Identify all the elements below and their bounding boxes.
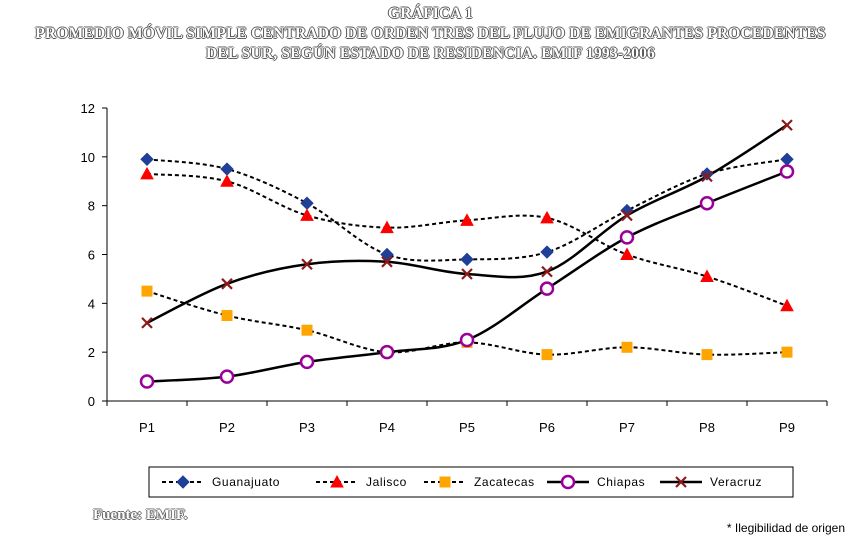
data-point-zacatecas [701, 349, 713, 361]
y-tick-label: 6 [88, 248, 95, 263]
legend-marker-jalisco [330, 474, 344, 488]
marker-stroke [301, 258, 313, 271]
data-point-veracruz [141, 317, 153, 329]
data-point-veracruz [701, 170, 713, 183]
data-point-veracruz [221, 278, 233, 290]
x-tick-label: P9 [779, 420, 795, 435]
illegibility-note: * Ilegibilidad de origen [726, 521, 845, 535]
legend-marker-veracruz [675, 476, 687, 488]
legend-marker-guanajuato [176, 475, 190, 489]
y-tick-label: 0 [88, 394, 95, 409]
y-tick-label: 12 [81, 101, 95, 116]
x-tick-label: P1 [139, 420, 155, 435]
data-point-jalisco [460, 213, 474, 226]
data-point-guanajuato [780, 152, 794, 166]
series-line-chiapas [146, 170, 788, 383]
data-point-jalisco [540, 210, 554, 224]
data-point-jalisco [140, 166, 154, 180]
marker-stroke [221, 278, 233, 290]
marker-stroke [541, 265, 553, 278]
data-point-jalisco [380, 220, 394, 234]
data-point-chiapas [699, 195, 715, 211]
data-point-veracruz [461, 268, 473, 280]
source-note: Fuente: EMIF. [93, 507, 188, 523]
y-tick-label: 4 [88, 296, 95, 311]
title-line-2: PROMEDIO MÓVIL SIMPLE CENTRADO DE ORDEN … [35, 25, 826, 42]
y-tick-label: 10 [81, 150, 95, 165]
marker-stroke [381, 256, 393, 268]
data-point-jalisco [700, 269, 714, 282]
chart-title: GRÁFICA 1 PROMEDIO MÓVIL SIMPLE CENTRADO… [0, 4, 861, 64]
data-point-veracruz [781, 119, 793, 131]
title-line-1: GRÁFICA 1 [388, 5, 473, 22]
data-point-guanajuato [220, 162, 234, 176]
x-tick-label: P5 [459, 420, 475, 435]
data-point-guanajuato [140, 152, 154, 166]
data-point-guanajuato [460, 252, 474, 267]
data-point-chiapas [139, 374, 155, 389]
legend-label-chiapas: Chiapas [597, 475, 645, 489]
data-point-chiapas [379, 344, 395, 360]
marker-stroke [675, 476, 687, 488]
data-point-zacatecas [141, 285, 153, 297]
marker-stroke [781, 119, 793, 131]
data-point-zacatecas [781, 346, 793, 358]
data-point-veracruz [301, 258, 313, 271]
legend-marker-chiapas [560, 474, 576, 490]
x-tick-label: P3 [299, 420, 315, 435]
data-point-jalisco [220, 174, 234, 187]
data-point-zacatecas [221, 310, 233, 322]
data-point-chiapas [219, 369, 235, 384]
x-tick-label: P6 [539, 420, 555, 435]
data-point-chiapas [779, 164, 795, 179]
marker-stroke [141, 317, 153, 329]
data-point-veracruz [541, 265, 553, 278]
data-point-zacatecas [541, 349, 553, 361]
legend-label-zacatecas: Zacatecas [474, 475, 535, 489]
legend-label-guanajuato: Guanajuato [212, 475, 280, 489]
data-point-chiapas [619, 230, 635, 245]
data-point-jalisco [780, 298, 794, 312]
data-point-chiapas [299, 354, 315, 370]
marker-stroke [701, 170, 713, 183]
data-point-veracruz [621, 209, 633, 222]
data-point-jalisco [620, 247, 634, 260]
data-point-zacatecas [301, 324, 313, 336]
data-point-jalisco [300, 208, 314, 221]
x-tick-label: P2 [219, 420, 235, 435]
data-point-chiapas [539, 281, 555, 296]
data-point-guanajuato [540, 245, 554, 259]
series-line-zacatecas [146, 290, 788, 356]
series-line-jalisco [146, 172, 788, 307]
y-tick-label: 8 [88, 199, 95, 214]
x-tick-label: P7 [619, 420, 635, 435]
data-point-zacatecas [621, 341, 633, 353]
x-tick-label: P4 [379, 420, 395, 435]
legend-marker-zacatecas [439, 476, 451, 488]
data-point-veracruz [381, 256, 393, 268]
data-point-guanajuato [300, 196, 314, 210]
x-tick-label: P8 [699, 420, 715, 435]
y-tick-label: 2 [88, 345, 95, 360]
data-point-chiapas [459, 332, 475, 348]
marker-stroke [621, 209, 633, 222]
title-line-3: DEL SUR, SEGÚN ESTADO DE RESIDENCIA. EMI… [205, 45, 655, 62]
marker-stroke [461, 268, 473, 280]
legend-label-jalisco: Jalisco [366, 475, 407, 489]
legend-label-veracruz: Veracruz [710, 475, 762, 489]
